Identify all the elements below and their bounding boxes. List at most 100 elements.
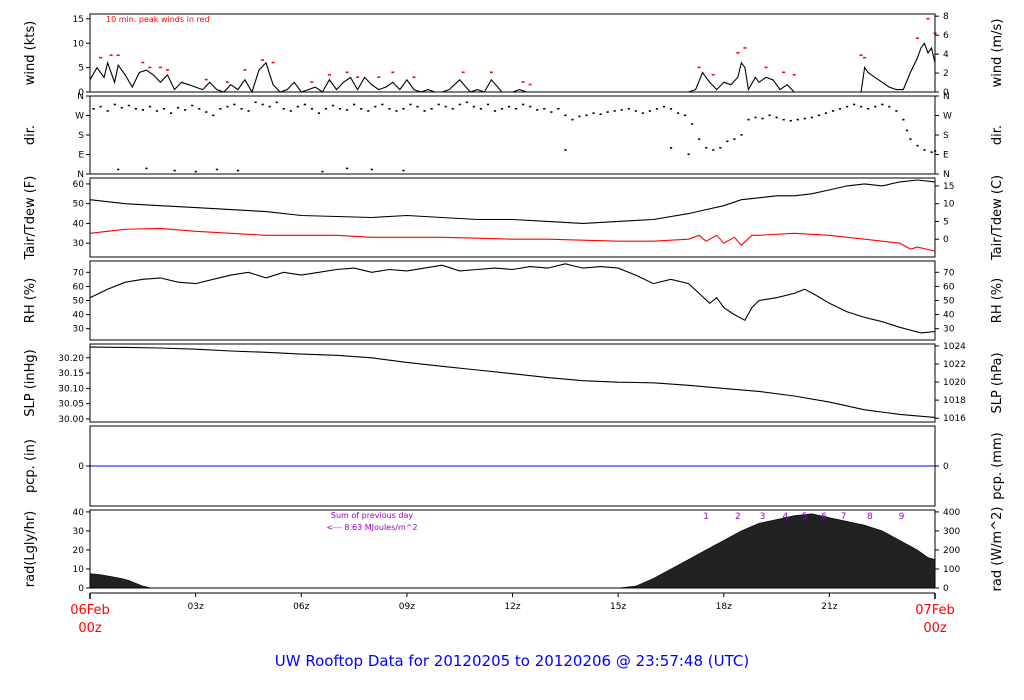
slp-right-tick-label-4: 1024 — [943, 342, 966, 352]
wind-right-tick-label-3: 6 — [943, 31, 949, 41]
dir-point-15 — [198, 108, 201, 110]
dir-point-55 — [479, 108, 483, 110]
dir-point-92 — [740, 134, 743, 136]
dir-point-77 — [634, 110, 637, 112]
dir-point-125 — [194, 170, 197, 173]
dir-point-72 — [599, 113, 602, 116]
wind-right-tick-label-4: 8 — [943, 12, 949, 22]
dir-point-52 — [458, 103, 461, 106]
peak-wind-mark-27 — [764, 66, 768, 69]
dir-point-59 — [507, 105, 511, 108]
dir-right-tick-label-1: E — [943, 151, 949, 161]
dir-point-34 — [331, 104, 335, 107]
dir-point-58 — [500, 108, 504, 110]
peak-wind-mark-5 — [158, 66, 162, 69]
x-tick-label-03z: 03z — [188, 602, 204, 612]
wind-left-tick-label-0: 0 — [78, 88, 84, 98]
dir-point-120 — [930, 151, 933, 153]
dir-point-28 — [289, 110, 292, 112]
dir-point-23 — [254, 101, 257, 104]
wind-ylabel-right: wind (m/s) — [990, 19, 1005, 88]
dir-left-tick-label-4: N — [77, 92, 84, 102]
slp-left-tick-label-0: 30.00 — [58, 415, 84, 425]
temp-frame — [89, 177, 936, 258]
rad-right-tick-label-0: 0 — [943, 584, 949, 594]
dir-point-61 — [522, 103, 525, 106]
dir-frame — [89, 95, 936, 175]
peak-wind-mark-11 — [271, 61, 275, 64]
dir-point-97 — [775, 116, 778, 119]
dir-point-54 — [472, 105, 475, 108]
x-hour-label-start: 00z — [78, 621, 102, 636]
peak-wind-mark-0 — [99, 56, 103, 59]
rad-hour-mark-9: 9 — [899, 512, 905, 522]
rh-left-tick-label-2: 50 — [73, 297, 85, 307]
dir-ylabel-right: dir. — [990, 125, 1005, 145]
dir-point-112 — [881, 103, 884, 106]
rad-hour-mark-1: 1 — [703, 512, 709, 522]
rh-right-tick-label-0: 30 — [943, 325, 955, 335]
dir-point-26 — [275, 101, 278, 104]
peak-wind-mark-19 — [461, 71, 465, 74]
dir-point-111 — [874, 105, 877, 108]
peak-wind-mark-24 — [711, 73, 715, 76]
wind-frame — [89, 13, 936, 93]
dir-point-96 — [768, 114, 771, 117]
dir-point-2 — [106, 110, 109, 112]
dir-point-122 — [117, 168, 120, 171]
panel-wind: 0 5 10 15 0 2 4 6 8 wind (kts) wind (m/s) 10 min. p… — [23, 12, 1005, 98]
dir-point-76 — [627, 108, 630, 110]
dir-point-127 — [236, 169, 240, 172]
slp-right-tick-label-0: 1016 — [943, 414, 966, 424]
dir-point-110 — [867, 108, 870, 110]
dir-point-62 — [529, 105, 532, 108]
dir-point-38 — [360, 108, 363, 110]
panel-slp: 30.00 30.05 30.10 30.15 30.20 1016 1018 1020 102… — [23, 342, 1005, 425]
panel-pcp: 0 0 pcp. (in) pcp. (mm) — [23, 425, 1005, 507]
dir-point-63 — [536, 109, 539, 111]
dir-point-124 — [173, 169, 176, 172]
x-date-label-end: 07Feb — [915, 603, 955, 618]
dir-point-103 — [817, 114, 821, 117]
rad-right-tick-label-2: 200 — [943, 546, 960, 556]
dir-point-32 — [317, 112, 321, 114]
peak-wind-mark-20 — [489, 71, 493, 74]
dir-point-56 — [486, 103, 490, 106]
temp-left-tick-label-0: 30 — [73, 239, 85, 249]
slp-right-tick-label-3: 1022 — [943, 360, 966, 370]
dir-point-49 — [437, 103, 440, 106]
peak-wind-mark-22 — [528, 83, 532, 86]
dir-point-53 — [465, 101, 468, 104]
dir-point-105 — [831, 110, 835, 112]
peak-wind-mark-32 — [915, 37, 919, 39]
peak-wind-mark-9 — [243, 69, 247, 71]
dir-point-11 — [169, 112, 173, 114]
dir-left-tick-label-1: E — [78, 151, 84, 161]
dir-point-134 — [687, 153, 690, 156]
rad-left-tick-label-2: 20 — [73, 546, 85, 556]
temp-left-tick-label-3: 60 — [73, 180, 85, 190]
wind-right-tick-label-1: 2 — [943, 69, 949, 79]
temp-left-tick-label-2: 50 — [73, 200, 85, 210]
slp-ylabel-right: SLP (hPa) — [990, 352, 1005, 413]
temp-right-tick-label-3: 15 — [943, 182, 954, 192]
rad-ylabel-left: rad(Lgly/hr) — [23, 511, 38, 587]
rh-left-tick-label-1: 40 — [73, 311, 85, 321]
dir-point-117 — [909, 138, 912, 140]
temp-series-tdew-line — [89, 227, 936, 252]
rad-annotation-line-1: Sum of previous day — [331, 511, 413, 520]
dir-point-41 — [381, 103, 384, 106]
dir-point-7 — [141, 109, 145, 111]
slp-frame — [89, 343, 936, 423]
dir-point-70 — [585, 114, 588, 117]
dir-point-3 — [113, 103, 116, 106]
dir-point-109 — [860, 105, 863, 108]
rad-right-tick-label-1: 100 — [943, 565, 960, 575]
slp-right-tick-label-1: 1018 — [943, 396, 966, 406]
pcp-ylabel-left: pcp. (in) — [23, 439, 38, 493]
dir-point-24 — [261, 103, 264, 106]
dir-point-16 — [205, 111, 208, 113]
pcp-ylabel-right: pcp. (mm) — [990, 432, 1005, 499]
